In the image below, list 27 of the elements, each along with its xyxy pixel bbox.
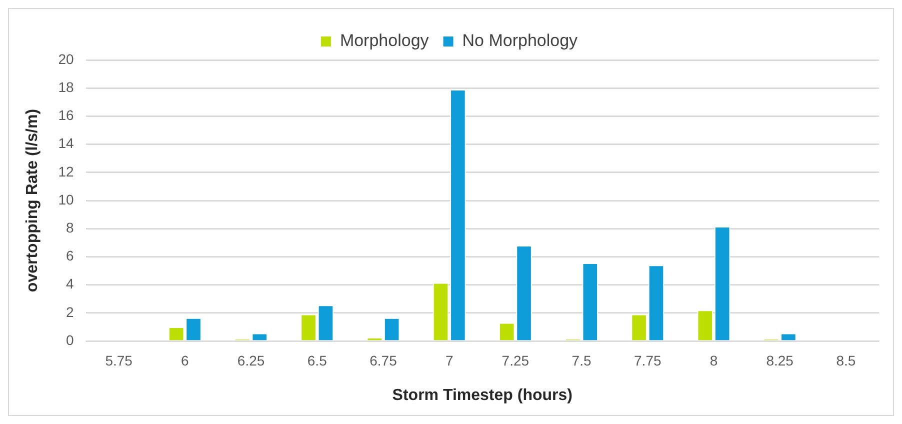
x-tick-label: 7	[445, 352, 454, 368]
x-tick-label: 7.5	[572, 352, 592, 368]
y-tick-label: 4	[66, 276, 74, 292]
legend-label: Morphology	[340, 31, 430, 50]
legend-label: No Morphology	[462, 31, 578, 50]
x-tick-label: 6	[181, 352, 190, 368]
x-tick-label: 6.75	[370, 352, 398, 368]
x-tick-label: 7.25	[502, 352, 530, 368]
x-tick-label: 6.25	[237, 352, 265, 368]
y-tick-label: 2	[66, 304, 74, 320]
y-tick-label: 8	[66, 219, 74, 236]
x-tick-label: 6.5	[307, 352, 328, 368]
x-tick-label: 5.75	[105, 352, 133, 368]
y-axis-title: overtopping Rate (l/s/m)	[24, 108, 42, 292]
x-tick-label: 8	[710, 352, 718, 368]
x-tick-label: 8.5	[836, 352, 856, 368]
y-tick-label: 18	[58, 78, 74, 95]
y-tick-label: 14	[58, 135, 74, 152]
y-tick-label: 20	[58, 50, 74, 67]
y-tick-label: 10	[58, 191, 74, 208]
y-tick-label: 0	[66, 332, 74, 348]
x-axis-title: Storm Timestep (hours)	[392, 386, 572, 404]
y-tick-label: 6	[66, 248, 74, 264]
y-tick-label: 16	[58, 107, 74, 124]
x-tick-label: 8.25	[766, 352, 794, 368]
x-tick-label: 7.75	[634, 352, 662, 368]
y-tick-label: 12	[58, 163, 74, 180]
